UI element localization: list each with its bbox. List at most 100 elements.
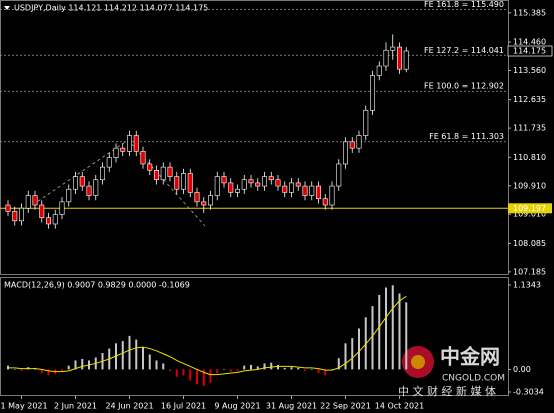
y-tick-label: 109.910 bbox=[513, 181, 546, 190]
fib-label: FE 127.2 = 114.041 bbox=[424, 46, 504, 55]
fib-label: FE 100.0 = 112.902 bbox=[424, 82, 504, 91]
candle-body bbox=[356, 135, 362, 149]
candle-body bbox=[295, 182, 301, 187]
candle-body bbox=[261, 176, 267, 187]
candle-body bbox=[66, 188, 72, 203]
candle-body bbox=[349, 141, 355, 149]
x-tick-label: 14 Oct 2021 bbox=[375, 402, 424, 411]
y-tick-label: -0.3034 bbox=[513, 387, 544, 396]
macd-bar bbox=[169, 369, 171, 371]
macd-bar bbox=[135, 339, 138, 370]
candle-body bbox=[376, 65, 382, 76]
macd-bar bbox=[236, 369, 239, 371]
candle-body bbox=[241, 179, 247, 190]
candle-body bbox=[113, 147, 119, 158]
candle-body bbox=[342, 141, 348, 165]
macd-bar bbox=[216, 369, 219, 374]
candle-body bbox=[100, 166, 106, 181]
macd-bar bbox=[270, 362, 273, 370]
macd-bar bbox=[324, 369, 327, 376]
y-tick-label: 112.635 bbox=[513, 95, 546, 104]
fib-label: FE 161.8 = 115.490 bbox=[424, 0, 504, 9]
candle-body bbox=[120, 147, 126, 152]
macd-bar bbox=[243, 365, 246, 370]
macd-bar bbox=[182, 369, 185, 376]
macd-bar bbox=[209, 369, 212, 383]
candle-body bbox=[383, 49, 389, 67]
macd-bar bbox=[304, 369, 306, 371]
macd-bar bbox=[385, 287, 387, 370]
macd-bar bbox=[337, 358, 340, 370]
candle-body bbox=[86, 185, 92, 196]
logo-core bbox=[411, 355, 425, 369]
y-tick-label: 1.1343 bbox=[513, 280, 541, 289]
macd-bar bbox=[223, 369, 225, 370]
x-tick-label: 9 Aug 2021 bbox=[214, 402, 260, 411]
macd-bar bbox=[310, 369, 313, 370]
candle-body bbox=[25, 195, 31, 209]
watermark-site: CNGOLD.COM bbox=[442, 374, 505, 384]
macd-bar bbox=[378, 294, 381, 370]
candle-body bbox=[52, 214, 58, 225]
candle-body bbox=[302, 185, 308, 196]
candle-body bbox=[32, 195, 38, 206]
macd-bar bbox=[317, 369, 320, 374]
macd-bar bbox=[358, 328, 360, 370]
signal-line bbox=[8, 295, 407, 376]
macd-bar bbox=[196, 369, 198, 385]
macd-bar bbox=[128, 335, 131, 370]
y-tick-label: 107.185 bbox=[513, 267, 546, 276]
macd-bar bbox=[398, 293, 401, 370]
candle-body bbox=[127, 135, 133, 152]
x-tick-label: 2 Jun 2021 bbox=[54, 402, 97, 411]
macd-bar bbox=[47, 369, 50, 376]
last-price-label: 114.175 bbox=[513, 47, 546, 56]
x-tick-label: 16 Jul 2021 bbox=[161, 402, 206, 411]
candle-body bbox=[288, 182, 294, 193]
candle-body bbox=[322, 198, 328, 206]
macd-bar bbox=[121, 341, 124, 370]
macd-bar bbox=[61, 369, 63, 371]
x-tick-label: 24 Jun 2021 bbox=[105, 402, 153, 411]
candle-body bbox=[201, 201, 207, 206]
macd-bar bbox=[175, 369, 178, 377]
macd-bar bbox=[229, 369, 232, 372]
main-frame bbox=[0, 0, 509, 275]
candle-body bbox=[79, 176, 85, 187]
candle-body bbox=[369, 75, 375, 111]
candle-body bbox=[5, 204, 11, 212]
macd-bar bbox=[148, 354, 151, 370]
candle-body bbox=[174, 176, 180, 190]
candle-body bbox=[59, 201, 65, 215]
y-tick-label: 111.735 bbox=[513, 124, 546, 133]
x-tick-label: 31 Aug 2021 bbox=[266, 402, 317, 411]
candle-body bbox=[268, 176, 274, 181]
candle-body bbox=[93, 179, 99, 196]
y-tick-label: 114.460 bbox=[513, 38, 546, 47]
fib-label: FE 61.8 = 111.303 bbox=[429, 132, 504, 141]
candle-body bbox=[154, 169, 160, 181]
y-tick-label: 113.560 bbox=[513, 66, 546, 75]
candle-body bbox=[214, 176, 220, 196]
macd-bar bbox=[189, 369, 192, 381]
watermark-brand: 中金网 bbox=[440, 345, 500, 369]
macd-bar bbox=[202, 369, 205, 386]
macd-bar bbox=[277, 364, 279, 370]
menu-arrow[interactable] bbox=[4, 6, 10, 10]
candle-body bbox=[194, 192, 200, 203]
candle-body bbox=[235, 188, 241, 193]
candle-body bbox=[12, 211, 18, 222]
candle-body bbox=[228, 182, 234, 193]
macd-bar bbox=[351, 338, 354, 370]
candle-body bbox=[255, 182, 261, 187]
candle-body bbox=[363, 109, 369, 136]
candle-body bbox=[221, 176, 227, 184]
candle-body bbox=[18, 207, 24, 222]
macd-bar bbox=[283, 367, 286, 370]
candle-body bbox=[282, 185, 288, 193]
candle-body bbox=[140, 151, 146, 165]
macd-bar bbox=[74, 360, 77, 370]
macd-bar bbox=[290, 367, 293, 370]
